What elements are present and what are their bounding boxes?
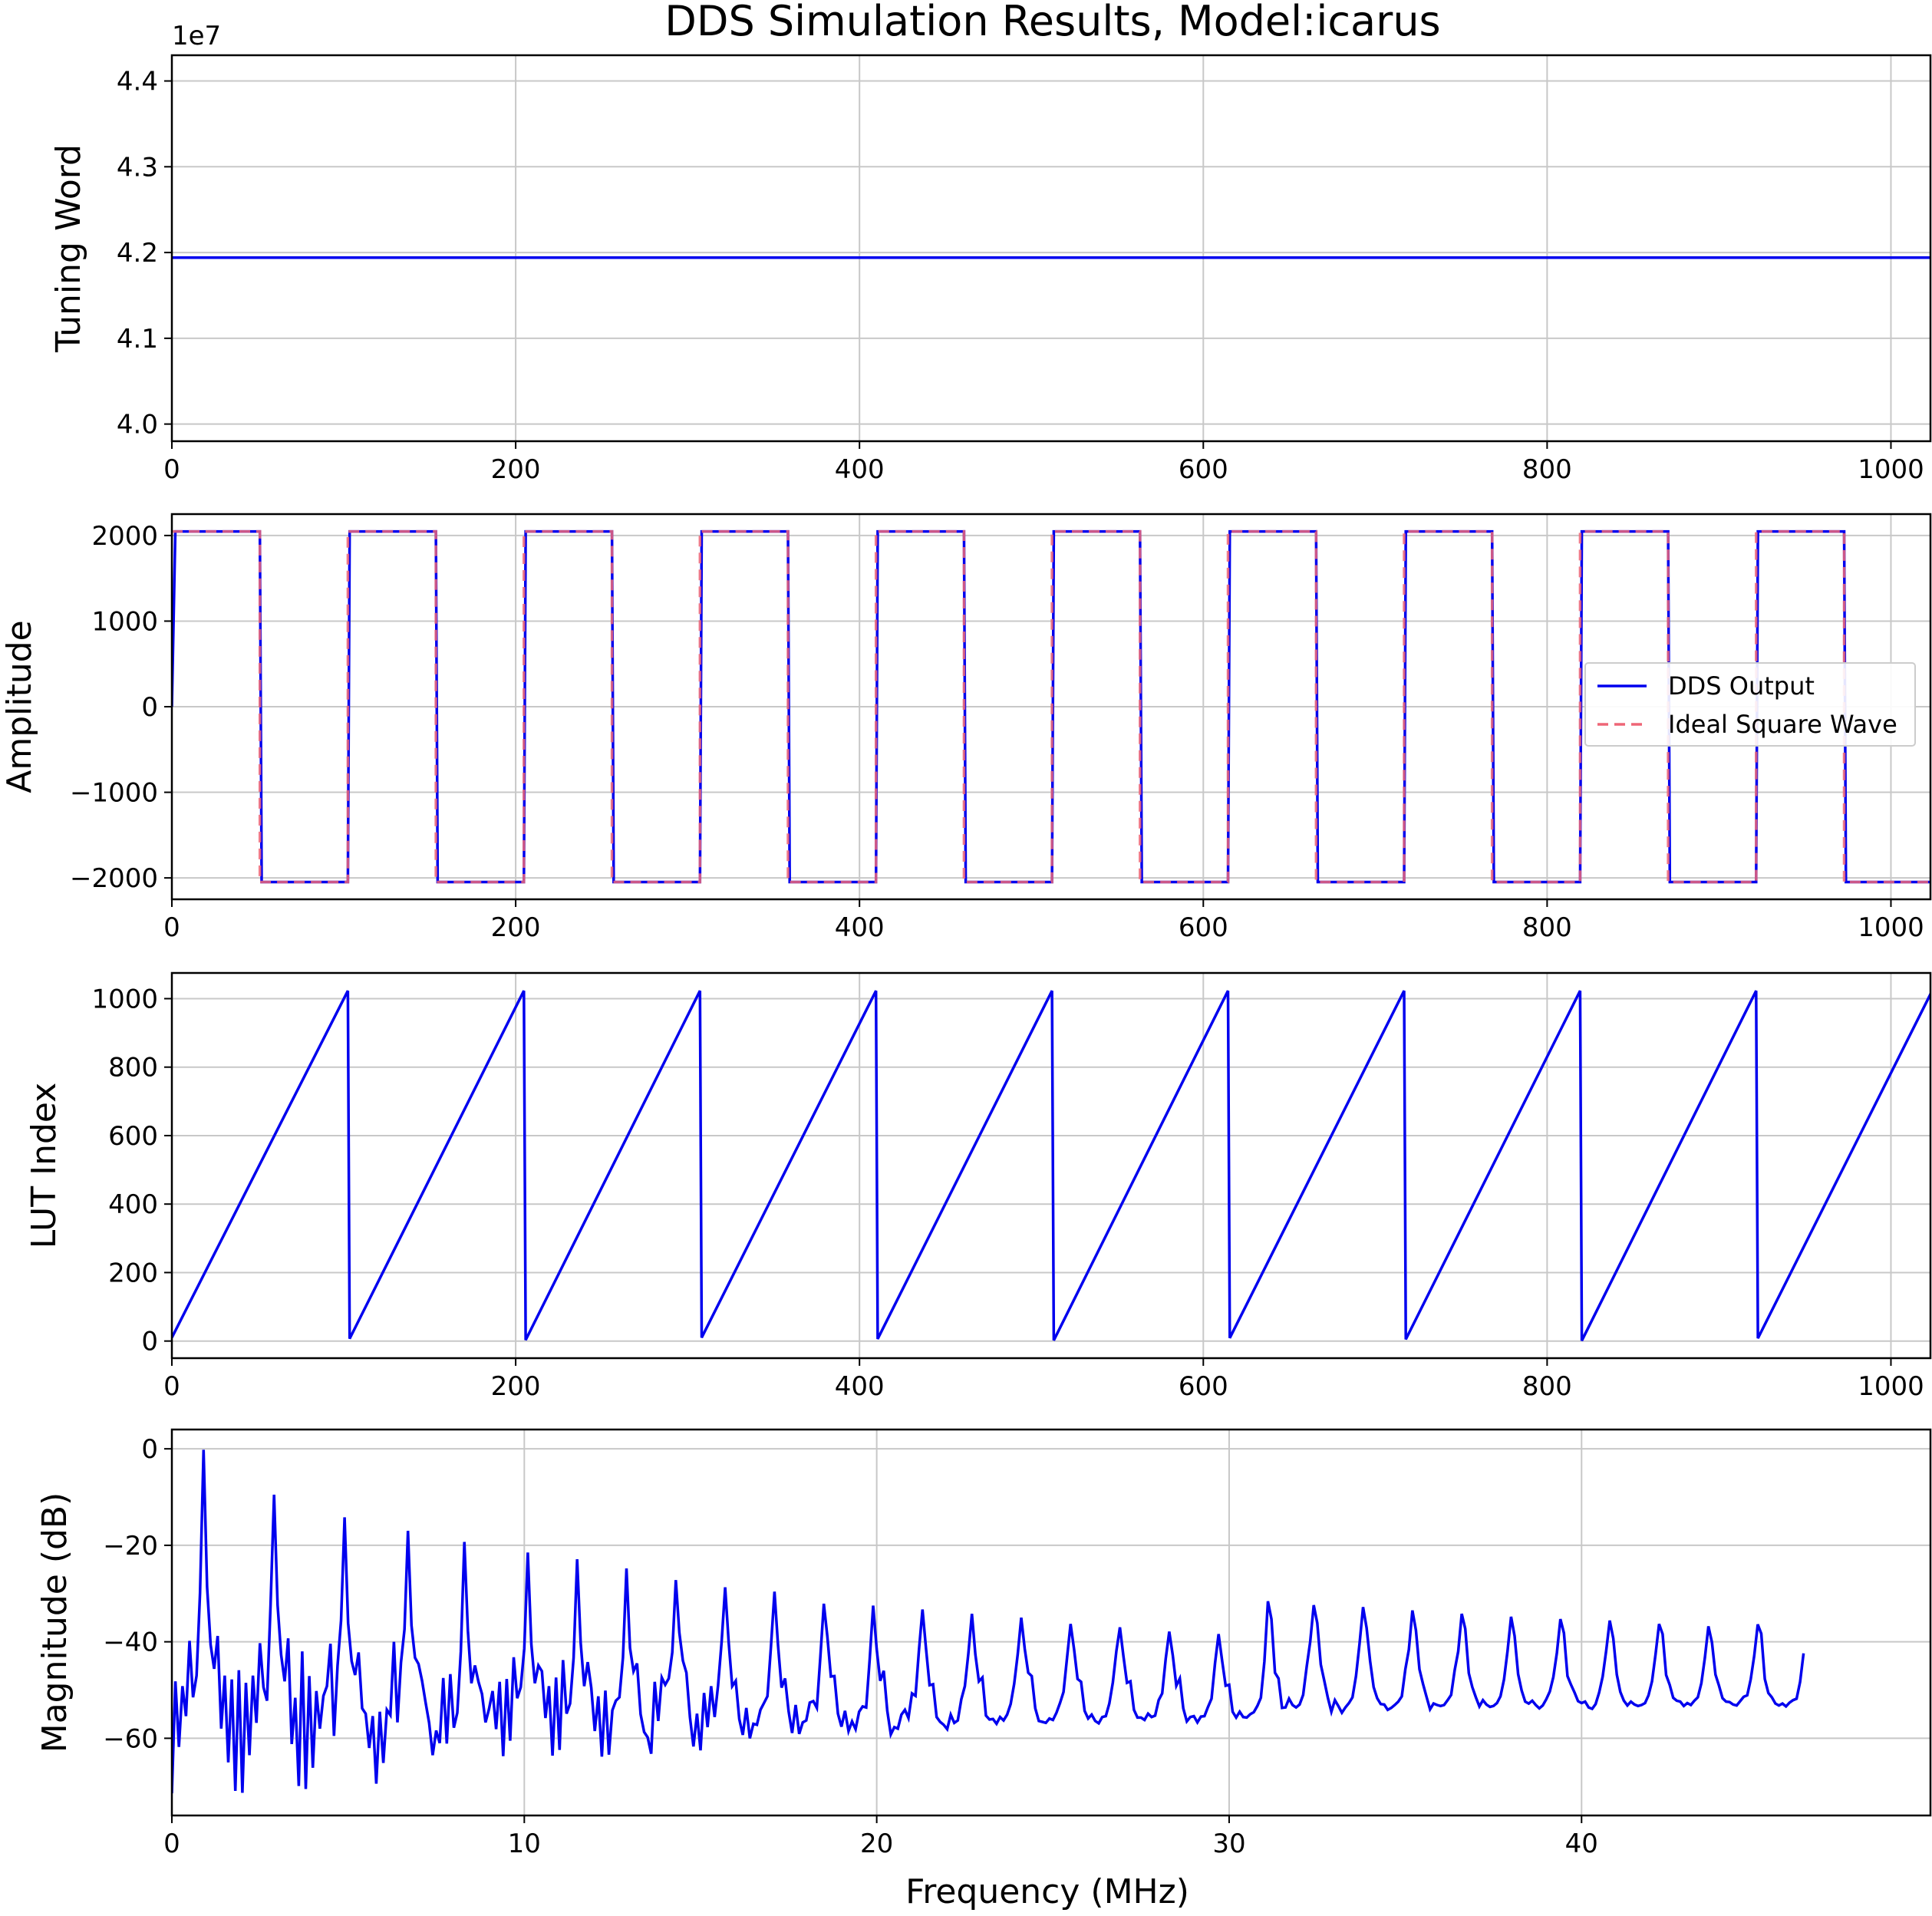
x-tick-label: 200 — [491, 912, 541, 943]
x-axis-label: Frequency (MHz) — [905, 1872, 1189, 1911]
x-tick-label: 1000 — [1858, 912, 1924, 943]
y-tick-label: 800 — [108, 1053, 158, 1083]
x-tick-label: 400 — [835, 454, 885, 485]
y-tick-label: −2000 — [70, 863, 158, 894]
y-tick-label: 0 — [141, 692, 158, 723]
y-axis-label: LUT Index — [25, 1083, 64, 1249]
y-tick-label: 2000 — [91, 521, 158, 552]
axes-frame-tuning-word — [170, 54, 1932, 443]
x-tick-label: 800 — [1522, 1371, 1572, 1402]
x-tick-label: 800 — [1522, 454, 1572, 485]
series-group-lut-index — [172, 990, 1930, 1341]
x-tick-label: 600 — [1179, 912, 1228, 943]
y-tick-label: 4.3 — [117, 152, 158, 183]
y-tick-label: 1000 — [91, 984, 158, 1014]
panel-spectrum: 0 10 20 30 40 0 −20 −40 −60 Magnitude (dB) Frequen… — [35, 1428, 1932, 1911]
x-tick-label: 400 — [835, 1371, 885, 1402]
x-tick-label: 1000 — [1858, 1371, 1924, 1402]
y-tick-label: 600 — [108, 1121, 158, 1152]
y-tick-label: 4.0 — [117, 410, 158, 440]
y-offset-text: 1e7 — [172, 21, 221, 51]
x-tick-label: 1000 — [1858, 454, 1924, 485]
x-tick-label: 200 — [491, 454, 541, 485]
series-line-spectrum — [172, 1449, 1805, 1794]
x-tick-label: 30 — [1212, 1829, 1245, 1859]
x-tick-label: 0 — [163, 1829, 180, 1859]
series-line-ideal-square-wave — [172, 529, 1930, 884]
legend-label: Ideal Square Wave — [1668, 710, 1897, 739]
y-tick-label: 4.4 — [117, 67, 158, 97]
series-group-spectrum — [172, 1449, 1805, 1794]
x-tick-label: 0 — [163, 1371, 180, 1402]
y-tick-label: 200 — [108, 1258, 158, 1288]
y-tick-label: −20 — [103, 1531, 158, 1561]
legend: DDS Output Ideal Square Wave — [1584, 662, 1916, 747]
figure-title: DDS Simulation Results, Model:icarus — [664, 0, 1440, 45]
x-tick-label: 0 — [163, 454, 180, 485]
x-tick-label: 200 — [491, 1371, 541, 1402]
x-tick-label: 600 — [1179, 454, 1228, 485]
panel-amplitude: 0 200 400 600 800 1000 2000 1000 0 −1000 −2000 Ampl… — [0, 513, 1932, 943]
x-tick-label: 0 — [163, 912, 180, 943]
y-axis-label: Tuning Word — [49, 144, 88, 353]
y-tick-label: −40 — [103, 1627, 158, 1658]
y-tick-label: 4.2 — [117, 238, 158, 269]
x-tick-label: 10 — [508, 1829, 541, 1859]
x-tick-label: 800 — [1522, 912, 1572, 943]
y-tick-label: 0 — [141, 1327, 158, 1357]
y-tick-label: 400 — [108, 1189, 158, 1220]
x-tick-label: 20 — [860, 1829, 893, 1859]
panel-lut-index: 0 200 400 600 800 1000 0 200 400 600 800 1000 LUT In… — [25, 971, 1932, 1402]
panel-tuning-word: 0 200 400 600 800 1000 4.0 4.1 4.2 4.3 4.4 Tuning W… — [49, 21, 1932, 485]
y-tick-label: 1000 — [91, 606, 158, 637]
axes-frame-lut-index — [170, 971, 1932, 1360]
series-group-amplitude — [172, 529, 1930, 884]
y-tick-label: 4.1 — [117, 324, 158, 355]
x-tick-label: 600 — [1179, 1371, 1228, 1402]
y-axis-label: Magnitude (dB) — [35, 1492, 74, 1753]
series-line-lut-index — [172, 990, 1930, 1341]
y-tick-label: −60 — [103, 1723, 158, 1754]
y-tick-label: 0 — [141, 1434, 158, 1465]
x-tick-label: 40 — [1565, 1829, 1598, 1859]
legend-label: DDS Output — [1668, 671, 1815, 701]
y-tick-label: −1000 — [70, 778, 158, 809]
axes-frame-spectrum — [170, 1428, 1932, 1817]
legend-box — [1584, 662, 1916, 747]
x-tick-label: 400 — [835, 912, 885, 943]
y-axis-label: Amplitude — [0, 620, 39, 793]
